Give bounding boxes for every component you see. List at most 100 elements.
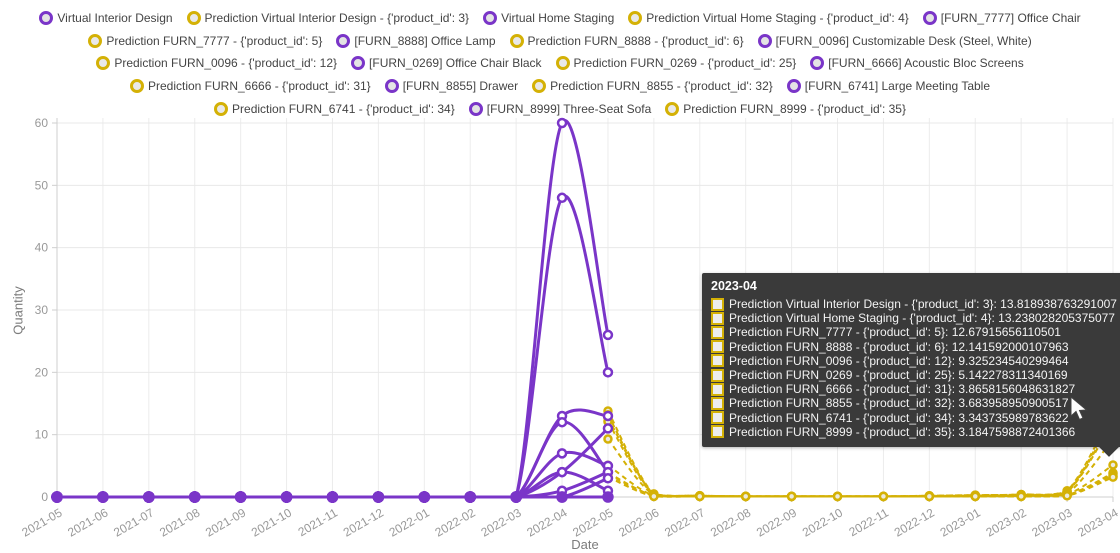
data-point[interactable] xyxy=(188,491,201,503)
legend-item-prediction-13[interactable]: Prediction FURN_6666 - {'product_id': 31… xyxy=(129,75,371,97)
x-tick-label: 2021-08 xyxy=(157,505,202,539)
legend-item-prediction-7[interactable]: Prediction FURN_8888 - {'product_id': 6} xyxy=(509,30,744,52)
tooltip-row-text: Prediction FURN_8999 - {'product_id': 35… xyxy=(729,424,1076,439)
prediction-point[interactable] xyxy=(832,491,843,502)
x-tick-label: 2021-06 xyxy=(65,505,110,539)
data-point[interactable] xyxy=(510,491,522,503)
tooltip-row-text: Prediction FURN_8855 - {'product_id': 32… xyxy=(729,396,1069,411)
legend-item-series-12[interactable]: [FURN_6666] Acoustic Bloc Screens xyxy=(810,52,1024,74)
series-marker-icon xyxy=(468,102,483,117)
x-tick-label: 2022-07 xyxy=(662,505,707,539)
prediction-marker-icon xyxy=(214,102,229,117)
prediction-point[interactable] xyxy=(740,491,751,502)
legend-item-prediction-19[interactable]: Prediction FURN_8999 - {'product_id': 35… xyxy=(665,98,906,120)
prediction-line-Prediction FURN_6741 - {'product_id': 34}[interactable] xyxy=(607,475,1114,498)
data-point[interactable] xyxy=(602,367,614,378)
data-point[interactable] xyxy=(602,410,614,422)
tooltip-row-text: Prediction FURN_7777 - {'product_id': 5}… xyxy=(729,325,1061,340)
tooltip-date-title: 2023-04 xyxy=(711,279,757,293)
prediction-point[interactable] xyxy=(924,491,935,502)
tooltip-row: Prediction FURN_0096 - {'product_id': 12… xyxy=(711,354,1115,368)
data-point[interactable] xyxy=(556,466,568,478)
legend-item-label: [FURN_6666] Acoustic Bloc Screens xyxy=(828,56,1024,71)
legend-item-prediction-17[interactable]: Prediction FURN_6741 - {'product_id': 34… xyxy=(214,98,455,120)
legend-item-prediction-9[interactable]: Prediction FURN_0096 - {'product_id': 12… xyxy=(96,52,337,74)
tooltip-row: Prediction Virtual Interior Design - {'p… xyxy=(711,297,1117,311)
prediction-point[interactable] xyxy=(603,434,613,444)
legend-item-series-10[interactable]: [FURN_0269] Office Chair Black xyxy=(351,52,542,74)
prediction-marker-icon xyxy=(555,56,570,71)
data-point[interactable] xyxy=(602,473,614,484)
prediction-marker-icon xyxy=(186,10,201,25)
legend-item-series-6[interactable]: [FURN_8888] Office Lamp xyxy=(336,30,496,52)
data-point[interactable] xyxy=(464,491,476,503)
data-point[interactable] xyxy=(556,192,568,204)
legend-item-prediction-1[interactable]: Prediction Virtual Interior Design - {'p… xyxy=(186,7,469,29)
tooltip-row: Prediction FURN_6666 - {'product_id': 31… xyxy=(711,382,1115,396)
data-point[interactable] xyxy=(602,491,614,503)
legend-item-series-8[interactable]: [FURN_0096] Customizable Desk (Steel, Wh… xyxy=(757,30,1032,52)
data-point[interactable] xyxy=(556,117,568,129)
x-tick-label: 2022-08 xyxy=(708,505,753,539)
prediction-line-Prediction FURN_6666 - {'product_id': 31}[interactable] xyxy=(607,471,1114,498)
legend-item-series-2[interactable]: Virtual Home Staging xyxy=(483,7,614,29)
tooltip-row: Prediction FURN_8999 - {'product_id': 35… xyxy=(711,425,1115,439)
legend-item-prediction-3[interactable]: Prediction Virtual Home Staging - {'prod… xyxy=(628,7,909,29)
x-tick-label: 2021-11 xyxy=(296,505,341,539)
legend-item-prediction-15[interactable]: Prediction FURN_8855 - {'product_id': 32… xyxy=(532,75,773,97)
y-tick-label: 50 xyxy=(35,178,49,192)
x-tick-label: 2022-04 xyxy=(524,505,569,539)
series-marker-icon xyxy=(483,10,498,25)
data-point[interactable] xyxy=(326,491,339,503)
prediction-marker-icon xyxy=(532,79,547,94)
x-tick-label: 2023-01 xyxy=(938,505,983,539)
legend-item-series-16[interactable]: [FURN_6741] Large Meeting Table xyxy=(786,75,991,97)
data-point[interactable] xyxy=(280,491,293,503)
prediction-marker-icon xyxy=(665,102,680,117)
prediction-line-Prediction FURN_8855 - {'product_id': 32}[interactable] xyxy=(607,473,1114,498)
prediction-point[interactable] xyxy=(1108,460,1118,470)
data-point[interactable] xyxy=(556,448,568,459)
x-axis-title: Date xyxy=(571,537,599,552)
prediction-point[interactable] xyxy=(1062,491,1072,501)
prediction-point[interactable] xyxy=(649,491,659,502)
tooltip-swatch-icon xyxy=(711,368,724,382)
prediction-point[interactable] xyxy=(1108,472,1118,482)
prediction-point[interactable] xyxy=(1016,491,1026,502)
legend-item-label: [FURN_8855] Drawer xyxy=(402,79,519,94)
legend-item-series-18[interactable]: [FURN_8999] Three-Seat Sofa xyxy=(468,98,652,120)
legend-item-label: [FURN_6741] Large Meeting Table xyxy=(804,79,991,94)
prediction-point[interactable] xyxy=(878,491,889,502)
prediction-line-Prediction FURN_0096 - {'product_id': 12}[interactable] xyxy=(607,438,1114,498)
prediction-line-Prediction FURN_0269 - {'product_id': 25}[interactable] xyxy=(607,464,1114,498)
data-point[interactable] xyxy=(602,423,614,434)
legend-item-label: [FURN_0096] Customizable Desk (Steel, Wh… xyxy=(775,33,1032,48)
legend-item-label: [FURN_7777] Office Chair xyxy=(940,10,1081,25)
legend-item-label: [FURN_8999] Three-Seat Sofa xyxy=(486,102,652,117)
legend-item-series-14[interactable]: [FURN_8855] Drawer xyxy=(384,75,519,97)
legend-item-prediction-11[interactable]: Prediction FURN_0269 - {'product_id': 25… xyxy=(555,52,797,74)
prediction-marker-icon xyxy=(129,79,144,94)
data-point[interactable] xyxy=(51,491,63,503)
data-point[interactable] xyxy=(372,491,385,503)
data-point[interactable] xyxy=(234,491,247,503)
data-point[interactable] xyxy=(97,491,109,503)
data-point[interactable] xyxy=(556,416,568,428)
prediction-point[interactable] xyxy=(970,491,981,502)
legend-item-label: Prediction FURN_0269 - {'product_id': 25… xyxy=(573,56,797,71)
prediction-point[interactable] xyxy=(786,491,797,502)
legend-item-series-0[interactable]: Virtual Interior Design xyxy=(39,7,173,29)
prediction-point[interactable] xyxy=(695,491,705,502)
x-tick-label: 2021-07 xyxy=(111,505,156,539)
legend-item-prediction-5[interactable]: Prediction FURN_7777 - {'product_id': 5} xyxy=(88,30,322,52)
data-point[interactable] xyxy=(556,491,568,503)
y-tick-label: 30 xyxy=(35,303,49,317)
data-point[interactable] xyxy=(143,491,155,503)
x-tick-label: 2023-02 xyxy=(984,505,1029,539)
legend-item-label: Prediction FURN_6666 - {'product_id': 31… xyxy=(147,79,371,94)
legend-item-label: Prediction FURN_8999 - {'product_id': 35… xyxy=(683,102,906,117)
data-point[interactable] xyxy=(418,491,431,503)
data-point[interactable] xyxy=(602,329,614,341)
legend-item-series-4[interactable]: [FURN_7777] Office Chair xyxy=(922,7,1081,29)
